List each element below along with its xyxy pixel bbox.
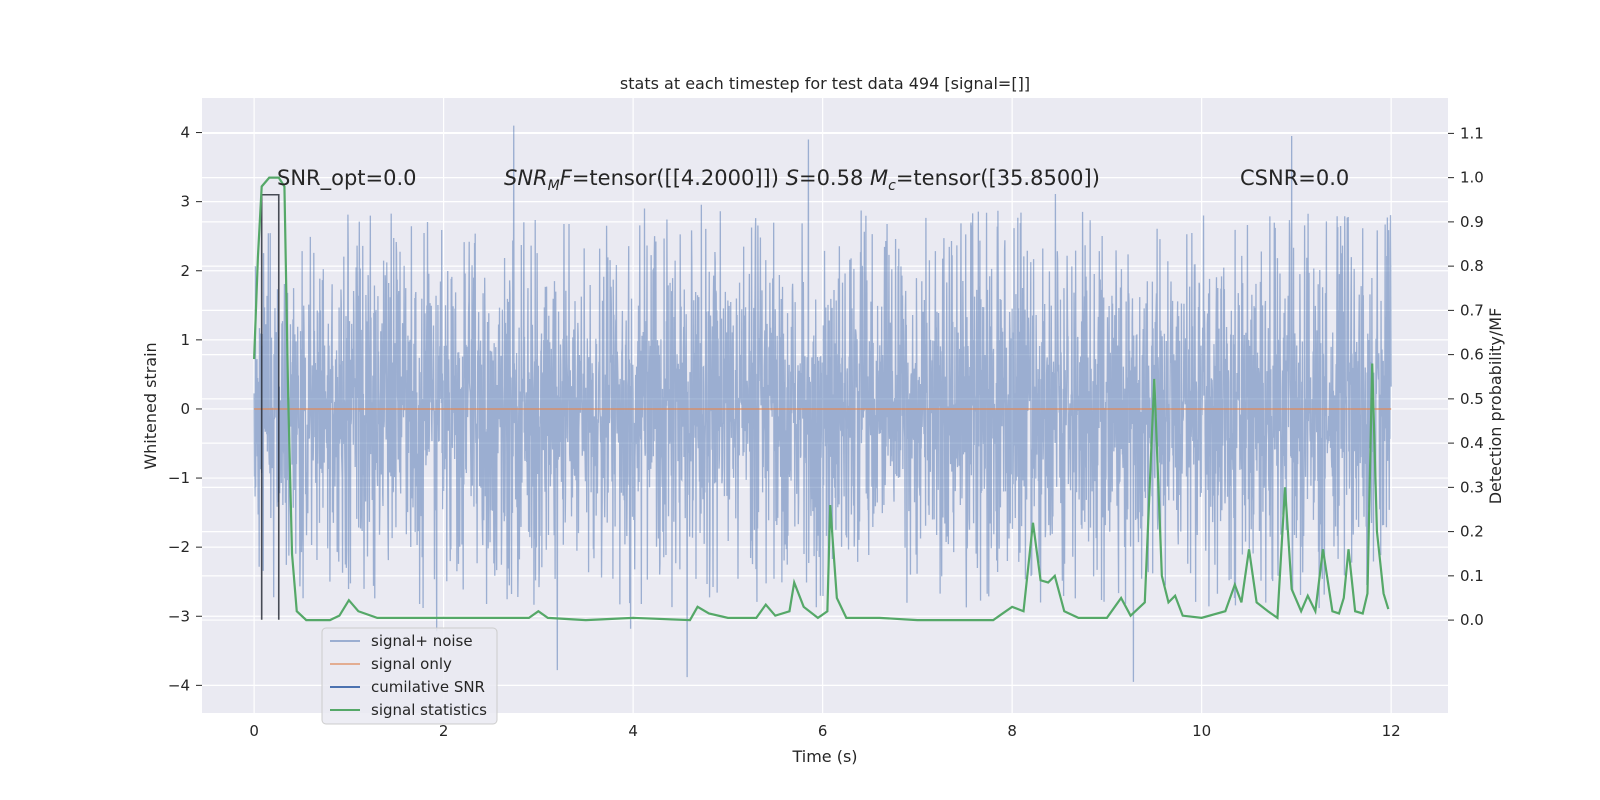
annotation-csnr: CSNR=0.0 bbox=[1240, 166, 1349, 190]
axis-ticks: 0 2 4 6 8 10 12−4−3−2−1012340.00.10.20.30.40.5… bbox=[168, 124, 1484, 740]
legend-label-signal-statistics: signal statistics bbox=[371, 701, 487, 719]
y2-tick-label: 0.4 bbox=[1460, 434, 1484, 452]
legend: signal+ noise signal only cumilative SNR… bbox=[321, 627, 498, 725]
y-tick-label: 2 bbox=[180, 262, 190, 280]
x-tick-label: 10 bbox=[1192, 722, 1211, 740]
x-tick-label: 2 bbox=[439, 722, 449, 740]
y2-tick-label: 0.9 bbox=[1460, 213, 1484, 231]
legend-label-signal-only: signal only bbox=[371, 655, 452, 673]
series-signal-statistics bbox=[253, 176, 1390, 622]
y2-tick-label: 0.8 bbox=[1460, 257, 1484, 275]
y-tick-label: −4 bbox=[168, 676, 190, 694]
y-tick-label: 4 bbox=[180, 124, 190, 142]
legend-label-cumulative-snr: cumilative SNR bbox=[371, 678, 485, 696]
y-axis-label: Whitened strain bbox=[141, 342, 160, 469]
annotation-snr-opt: SNR_opt=0.0 bbox=[277, 166, 417, 191]
y2-tick-label: 0.3 bbox=[1460, 478, 1484, 496]
y-tick-label: 1 bbox=[180, 331, 190, 349]
y-tick-label: −3 bbox=[168, 607, 190, 625]
x-tick-label: 0 bbox=[249, 722, 259, 740]
legend-box bbox=[321, 627, 498, 725]
y2-tick-label: 1.1 bbox=[1460, 124, 1484, 142]
x-axis-label: Time (s) bbox=[791, 747, 857, 766]
signal-statistics-line bbox=[253, 176, 1390, 622]
y-tick-label: 3 bbox=[180, 193, 190, 211]
y-tick-label: 0 bbox=[180, 400, 190, 418]
cumulative-snr-line bbox=[260, 193, 280, 620]
series-cumulative-snr bbox=[260, 193, 280, 620]
x-tick-label: 12 bbox=[1382, 722, 1401, 740]
y2-tick-label: 0.7 bbox=[1460, 301, 1484, 319]
series-signal-noise bbox=[253, 125, 1392, 682]
y-tick-label: −1 bbox=[168, 469, 190, 487]
x-tick-label: 6 bbox=[818, 722, 828, 740]
y2-tick-label: 1.0 bbox=[1460, 169, 1484, 187]
annotation-snr-mf: SNRMF=tensor([[4.2000]]) S=0.58 Mc=tenso… bbox=[504, 166, 1100, 194]
x-tick-label: 4 bbox=[628, 722, 638, 740]
legend-label-signal-noise: signal+ noise bbox=[371, 632, 473, 650]
y-tick-label: −2 bbox=[168, 538, 190, 556]
y2-tick-label: 0.1 bbox=[1460, 567, 1484, 585]
y2-axis-label: Detection probability/MF bbox=[1486, 308, 1505, 505]
y2-tick-label: 0.6 bbox=[1460, 346, 1484, 364]
signal-noise-trace bbox=[253, 125, 1392, 682]
y2-tick-label: 0.2 bbox=[1460, 523, 1484, 541]
x-tick-label: 8 bbox=[1007, 722, 1017, 740]
y2-tick-label: 0.5 bbox=[1460, 390, 1484, 408]
chart-title: stats at each timestep for test data 494… bbox=[620, 74, 1030, 93]
y2-tick-label: 0.0 bbox=[1460, 611, 1484, 629]
